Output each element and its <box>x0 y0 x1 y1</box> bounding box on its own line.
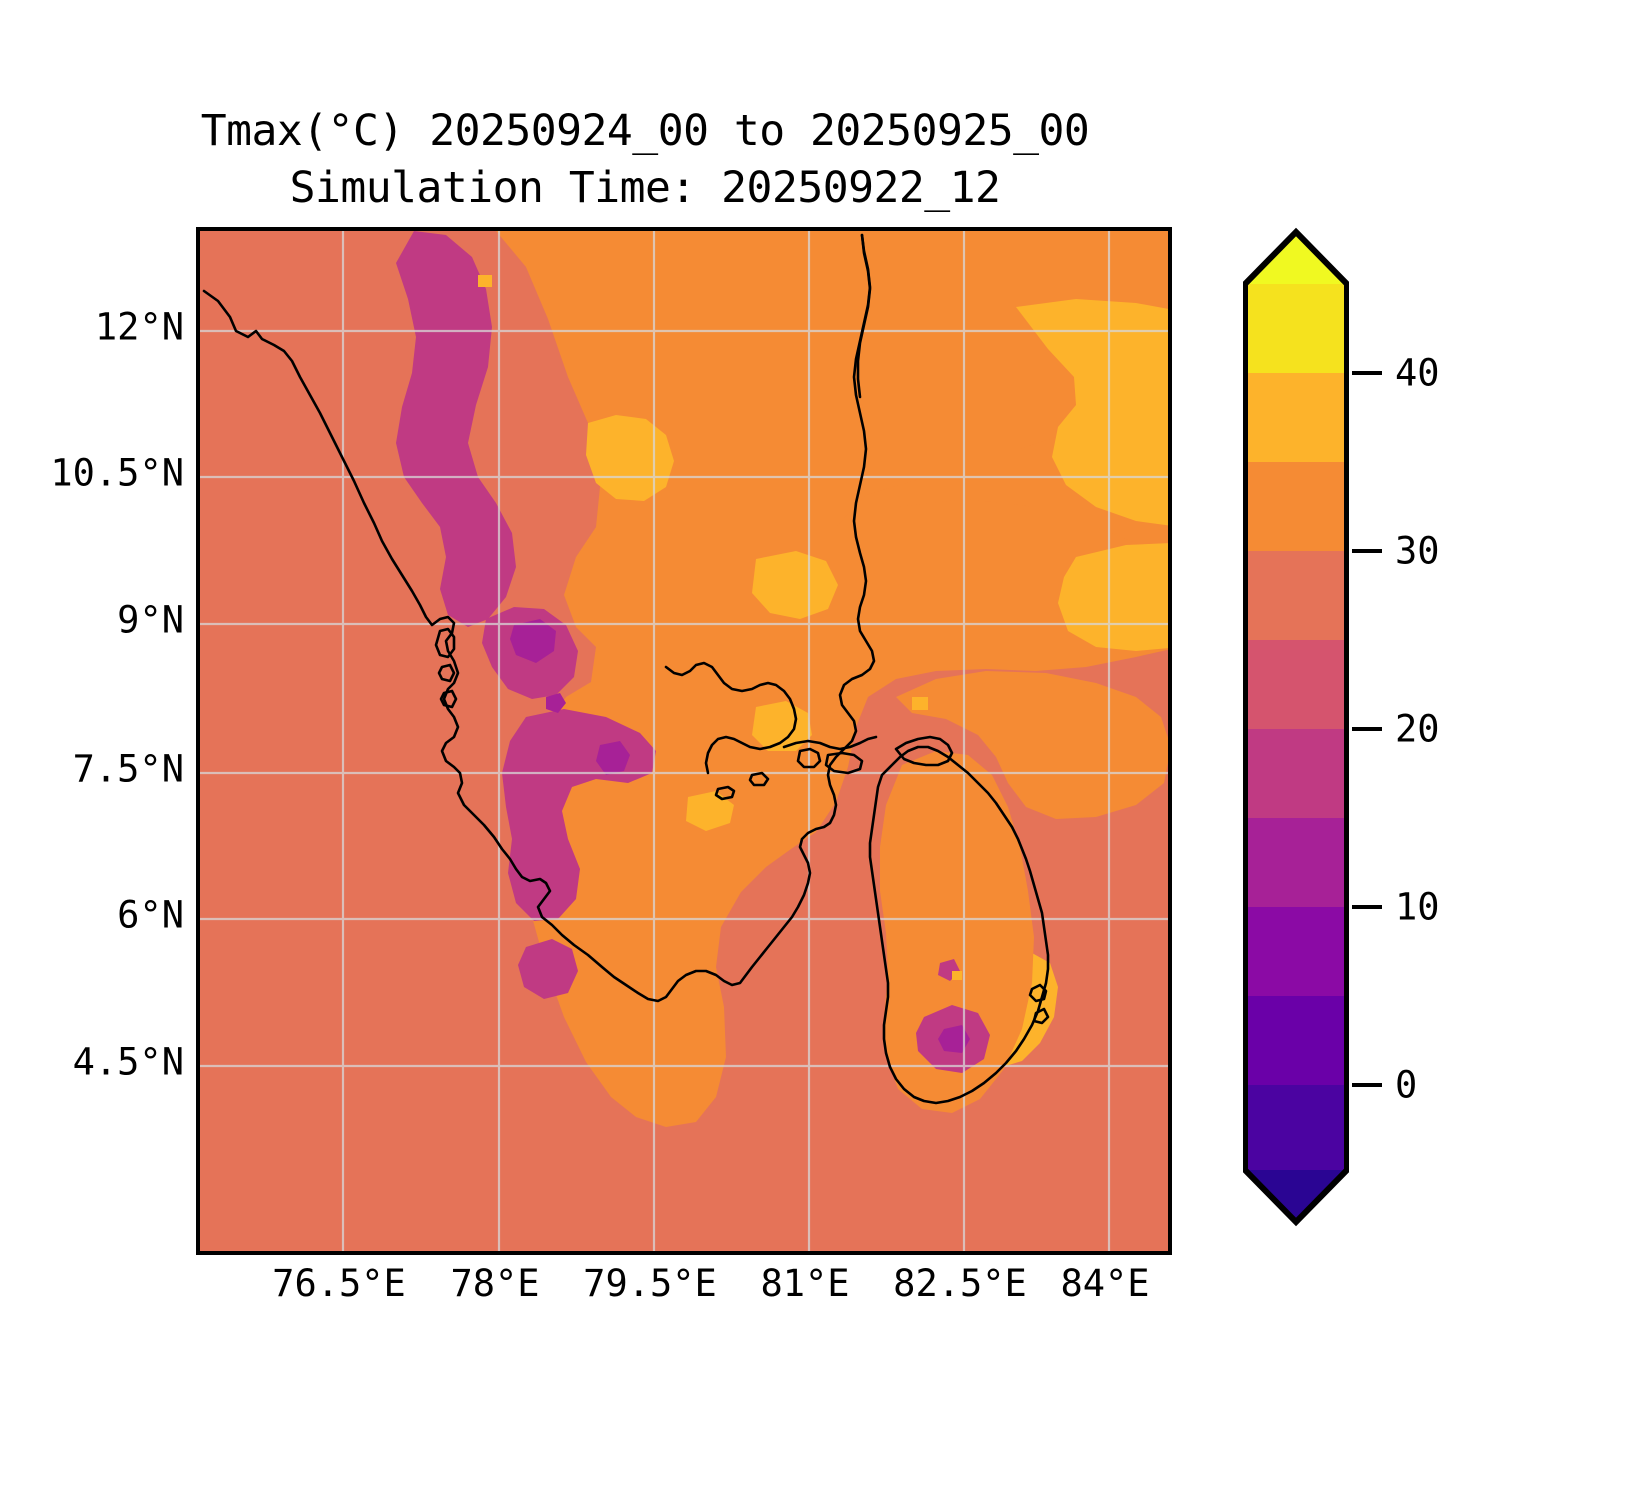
coastline-pamban-isle <box>824 751 864 775</box>
coastline-jaffna <box>894 735 954 767</box>
colorbar-tick-label-10: 10 <box>1395 885 1440 929</box>
colorbar-tick-label-30: 30 <box>1395 529 1440 573</box>
coastline-rameswaram-isle <box>796 747 822 769</box>
contour-18c-nilgiri-core <box>510 619 556 663</box>
title-line-1: Tmax(°C) 20250924_00 to 20250925_00 <box>200 106 1090 156</box>
coastline-lake-small <box>437 663 456 683</box>
colorbar-outline <box>1243 227 1349 1227</box>
figure-title: Tmax(°C) 20250924_00 to 20250925_00 Simu… <box>0 103 1290 217</box>
colorbar-tick-mark-0 <box>1352 1083 1382 1087</box>
colorbar-tick-mark-40 <box>1352 371 1382 375</box>
x-tick-label-79.5E: 79.5°E <box>583 1262 717 1305</box>
colorbar-band-10-15 <box>1245 818 1347 907</box>
colorbar-over-arrow <box>1245 232 1347 284</box>
coastline-sl-lagoon-a <box>1028 983 1048 1003</box>
x-tick-label-84E: 84°E <box>1060 1262 1150 1305</box>
colorbar[interactable] <box>1243 226 1349 1228</box>
colorbar-tick-mark-20 <box>1352 727 1382 731</box>
y-tick-label-9N: 9°N <box>117 598 184 642</box>
colorbar-band-35-40 <box>1245 373 1347 462</box>
colorbar-band-40-45 <box>1245 284 1347 373</box>
colorbar-band-30-35 <box>1245 462 1347 551</box>
y-tick-label-10.5N: 10.5°N <box>50 451 184 495</box>
contour-37c-dot-c <box>952 971 962 980</box>
title-line-2: Simulation Time: 20250922_12 <box>289 162 1001 213</box>
contour-23c-ghats-tip <box>518 939 578 999</box>
colorbar-under-arrow <box>1245 1170 1347 1222</box>
coastline-india-peninsula <box>202 233 876 1003</box>
coastline-small-islet-1 <box>748 771 770 787</box>
map-gridlines <box>200 231 1168 1251</box>
contour-18c-small <box>546 693 566 713</box>
y-tick-label-12N: 12°N <box>94 305 184 349</box>
contour-18c-anamalai-core <box>596 741 630 775</box>
x-tick-label-81E: 81°E <box>760 1262 850 1305</box>
colorbar-band-20-25 <box>1245 640 1347 729</box>
y-tick-label-7.5N: 7.5°N <box>72 747 184 791</box>
colorbar-band-15-20 <box>1245 729 1347 818</box>
contour-37c-dot-a <box>478 275 492 287</box>
contour-37c-dot-b <box>912 697 928 710</box>
colorbar-tick-mark-30 <box>1352 549 1382 553</box>
colorbar-band-25-30 <box>1245 551 1347 640</box>
contour-37c-east-core <box>1058 543 1168 651</box>
contour-37c-inland-c <box>686 791 734 831</box>
colorbar-band-neg5-0 <box>1245 1085 1347 1170</box>
x-tick-label-76.5E: 76.5°E <box>272 1262 406 1305</box>
map-plot-area[interactable] <box>196 227 1172 1255</box>
colorbar-tick-mark-10 <box>1352 905 1382 909</box>
contour-37c-inland-a <box>752 551 838 619</box>
coastline-palk-bay <box>664 661 798 775</box>
contour-37c-coastal-core <box>586 415 674 501</box>
coastline-small-islet-2 <box>714 785 736 801</box>
coastline-sri-lanka <box>868 745 1050 1105</box>
y-tick-label-4.5N: 4.5°N <box>72 1040 184 1084</box>
coastline-vembanad-lake <box>434 627 456 659</box>
colorbar-tick-label-40: 40 <box>1395 351 1440 395</box>
coastline-lake-small2 <box>439 689 458 709</box>
contour-37c-ne-core <box>1016 299 1168 526</box>
coastline-india-east-north <box>856 233 872 399</box>
coastline-sl-lagoon-b <box>1032 1007 1050 1025</box>
y-tick-label-6N: 6°N <box>117 893 184 937</box>
colorbar-tick-label-20: 20 <box>1395 707 1440 751</box>
coastline-adams-bridge <box>782 735 878 751</box>
contour-18c-srilanka-core <box>938 1025 970 1053</box>
x-tick-label-78E: 78°E <box>450 1262 540 1305</box>
colorbar-tick-label-0: 0 <box>1395 1063 1418 1107</box>
x-tick-label-82.5E: 82.5°E <box>893 1262 1027 1305</box>
coastline-layer <box>202 233 1050 1105</box>
contour-33c-srilanka <box>880 751 1034 1113</box>
contour-37c-inland-b <box>752 701 812 751</box>
colorbar-band-5-10 <box>1245 907 1347 996</box>
colorbar-band-0-5 <box>1245 996 1347 1085</box>
